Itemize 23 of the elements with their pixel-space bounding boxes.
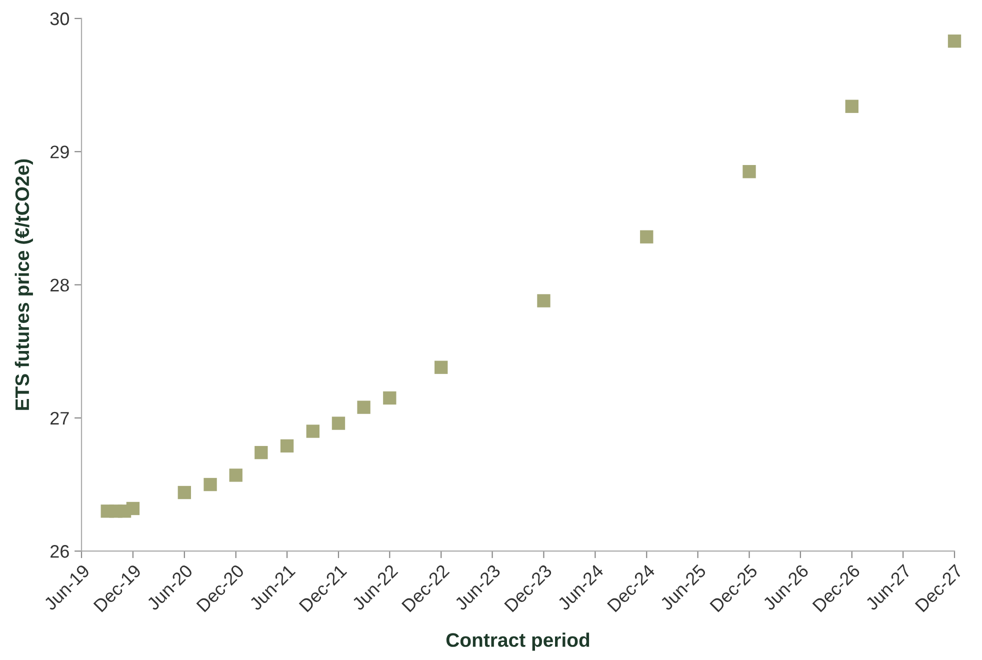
- y-tick-label: 26: [50, 545, 69, 558]
- point: [742, 165, 756, 178]
- point: [178, 486, 191, 500]
- y-tick-label: 30: [50, 12, 69, 26]
- point: [357, 400, 370, 414]
- y-tick-label: 27: [50, 412, 69, 424]
- point: [537, 294, 550, 308]
- y-axis-title: ETS futures price (€/tCO2e): [14, 159, 33, 410]
- point: [948, 34, 962, 48]
- point: [434, 360, 448, 374]
- point: [845, 100, 858, 113]
- point: [126, 502, 140, 516]
- point: [229, 468, 242, 482]
- point: [383, 391, 396, 405]
- point: [280, 439, 294, 452]
- point: [332, 416, 346, 430]
- x-axis-title: Contract period: [446, 632, 590, 651]
- point: [306, 424, 320, 438]
- y-tick-label: 29: [50, 146, 69, 158]
- point: [204, 478, 217, 492]
- y-tick-label: 28: [50, 278, 69, 292]
- point: [640, 230, 654, 244]
- point: [254, 446, 268, 460]
